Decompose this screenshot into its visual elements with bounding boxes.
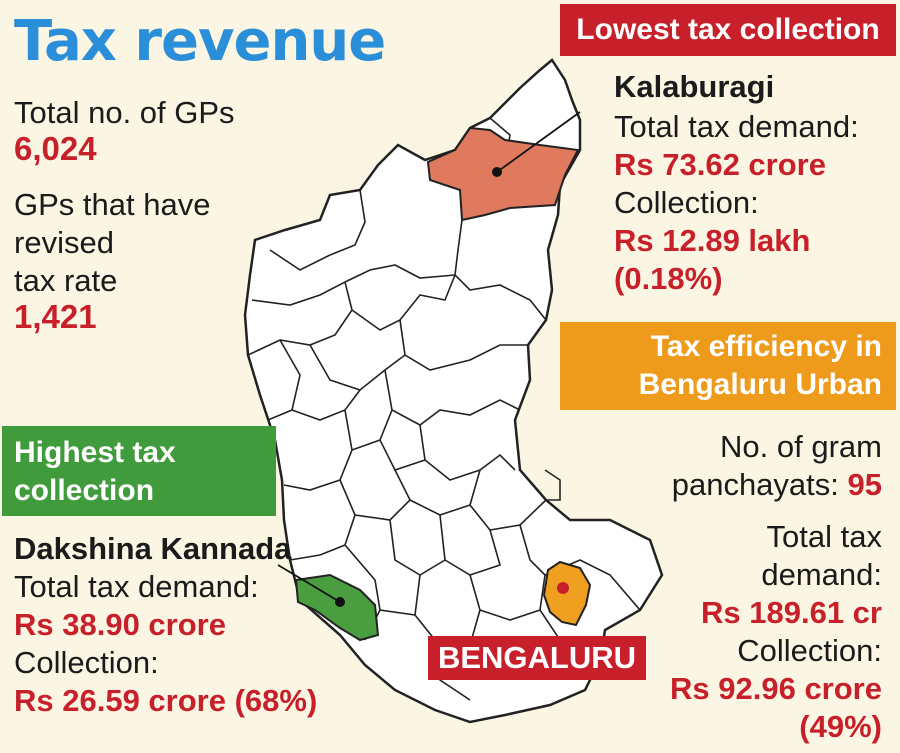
lowest-collection-pct: (0.18%) (614, 261, 723, 296)
highest-collection-value: Rs 26.59 crore (68%) (14, 683, 318, 718)
bengaluru-dot (557, 582, 569, 594)
efficiency-gp-line: panchayats: 95 (672, 466, 882, 503)
bengaluru-urban-district (542, 560, 592, 627)
dakshina-kannada-district (294, 573, 380, 642)
page-title: Tax revenue (14, 9, 386, 74)
lowest-demand-value: Rs 73.62 crore (614, 147, 826, 182)
kalaburagi-district (426, 126, 580, 222)
efficiency-heading-box: Tax efficiency in Bengaluru Urban (560, 322, 896, 410)
lowest-district: Kalaburagi (614, 69, 775, 104)
efficiency-demand-label-2: demand: (761, 557, 882, 592)
highest-collection-label: Collection: (14, 645, 159, 680)
highest-heading-box: Highest tax collection (2, 426, 276, 516)
efficiency-collection-label: Collection: (737, 633, 882, 668)
efficiency-demand-value: Rs 189.61 cr (701, 595, 882, 630)
highest-demand-label: Total tax demand: (14, 569, 259, 604)
total-gps-value: 6,024 (14, 130, 97, 167)
revised-label-2: revised (14, 225, 114, 260)
bengaluru-city-label: BENGALURU (428, 636, 646, 680)
kalaburagi-leader-line (496, 111, 581, 173)
kalaburagi-dot (492, 167, 502, 177)
karnataka-outline (243, 58, 664, 724)
dakshina-leader-line (277, 564, 341, 603)
efficiency-gp-label-2: panchayats: (671, 467, 839, 502)
highest-demand-value: Rs 38.90 crore (14, 607, 226, 642)
efficiency-collection-value: Rs 92.96 crore (670, 671, 882, 706)
efficiency-collection-pct: (49%) (799, 709, 882, 744)
highest-heading-1: Highest tax (14, 436, 176, 469)
dakshina-dot (335, 597, 345, 607)
highest-heading-2: collection (14, 474, 155, 507)
efficiency-heading-1: Tax efficiency in (650, 330, 882, 363)
revised-label-3: tax rate (14, 263, 118, 298)
efficiency-demand-label-1: Total tax (766, 519, 882, 554)
efficiency-gp-value: 95 (847, 467, 882, 502)
lowest-heading: Lowest tax collection (560, 4, 896, 56)
lowest-collection-value: Rs 12.89 lakh (614, 223, 811, 258)
efficiency-gp-label-1: No. of gram (720, 429, 882, 464)
revised-value: 1,421 (14, 298, 97, 335)
total-gps-label: Total no. of GPs (14, 95, 235, 130)
lowest-collection-label: Collection: (614, 185, 759, 220)
highest-district: Dakshina Kannada (14, 531, 292, 566)
efficiency-heading-2: Bengaluru Urban (638, 368, 882, 401)
revised-label-1: GPs that have (14, 187, 211, 222)
lowest-demand-label: Total tax demand: (614, 109, 859, 144)
